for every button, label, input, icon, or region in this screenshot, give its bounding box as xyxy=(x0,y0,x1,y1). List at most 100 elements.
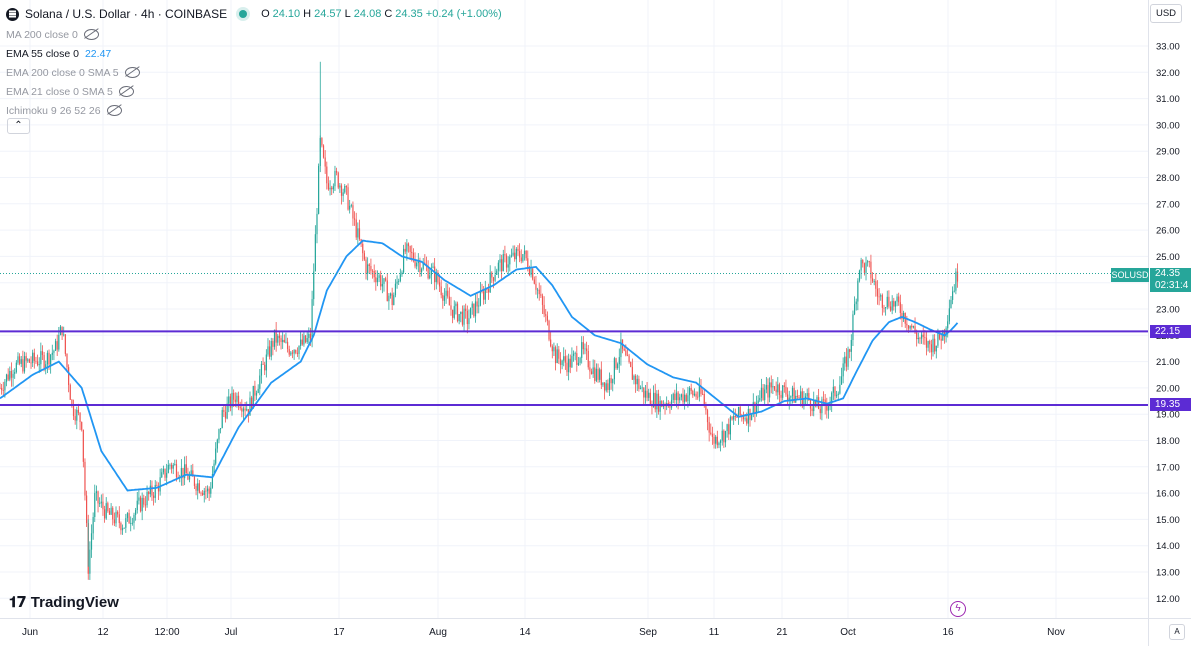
y-tick-label: 15.00 xyxy=(1156,515,1180,526)
candle xyxy=(657,389,660,415)
candle xyxy=(288,345,290,357)
time-axis[interactable]: Jun 12 12:00 Jul 17 Aug 14 Sep 11 21 Oct 16 Nov xyxy=(0,618,1191,639)
candle-body xyxy=(143,497,145,505)
candle xyxy=(296,347,298,357)
symbol-title[interactable]: Solana / U.S. Dollar · 4h · COINBASE xyxy=(25,7,228,21)
candle-body xyxy=(599,369,601,380)
candle xyxy=(953,284,955,293)
candle-body xyxy=(760,387,763,398)
candle-body xyxy=(146,491,148,506)
candle xyxy=(891,295,893,315)
eye-off-icon[interactable] xyxy=(118,86,134,97)
candle xyxy=(148,490,150,501)
candle xyxy=(380,270,382,291)
candle-body xyxy=(210,487,212,494)
eye-off-icon[interactable] xyxy=(124,67,140,78)
candle xyxy=(50,353,52,374)
candle xyxy=(850,334,852,361)
candle xyxy=(474,294,477,323)
auto-scale-button[interactable]: A xyxy=(1169,624,1185,640)
candle xyxy=(556,343,558,364)
currency-selector[interactable]: USD xyxy=(1150,4,1182,23)
candle xyxy=(726,423,728,438)
candle xyxy=(376,270,379,287)
candle-body xyxy=(773,386,776,390)
candle-body xyxy=(713,436,715,444)
candle-body xyxy=(608,378,611,390)
candle xyxy=(38,357,40,374)
candle-body xyxy=(723,430,725,443)
candle-body xyxy=(290,352,292,355)
candle xyxy=(530,259,532,278)
candle xyxy=(41,345,44,361)
candle-body xyxy=(558,349,560,359)
candle-body xyxy=(867,261,869,263)
candle-body xyxy=(876,288,879,297)
candle-body xyxy=(313,271,315,300)
candle-body xyxy=(25,356,27,361)
candle xyxy=(313,263,315,306)
indicator-ichimoku[interactable]: Ichimoku 9 26 52 26 xyxy=(6,101,140,120)
level-high-label[interactable]: 22.15 xyxy=(1150,324,1191,338)
candle-body xyxy=(396,281,398,284)
candle-body xyxy=(9,371,11,380)
candle xyxy=(432,262,434,269)
candle-body xyxy=(128,513,130,524)
candle-body xyxy=(206,488,209,492)
indicator-ema21[interactable]: EMA 21 close 0 SMA 5 xyxy=(6,82,140,101)
candle-body xyxy=(757,400,759,404)
candle xyxy=(630,361,632,368)
candle-body xyxy=(670,399,673,408)
candle xyxy=(40,342,42,373)
candle-body xyxy=(937,332,939,346)
tradingview-logo[interactable]: 𝟏7 TradingView xyxy=(9,593,119,611)
ema55-value: 22.47 xyxy=(84,47,112,60)
candle-body xyxy=(837,393,839,395)
indicator-ema200[interactable]: EMA 200 close 0 SMA 5 xyxy=(6,63,140,82)
candle xyxy=(672,392,674,404)
eye-off-icon[interactable] xyxy=(106,105,122,116)
candle xyxy=(169,463,171,470)
candle-body xyxy=(236,395,238,402)
candle xyxy=(708,416,710,442)
lightning-icon[interactable]: ϟ xyxy=(950,601,966,617)
candle-body xyxy=(115,511,117,524)
candle-body xyxy=(272,341,274,347)
indicator-ma200[interactable]: MA 200 close 0 xyxy=(6,25,140,44)
candle-body xyxy=(819,408,821,414)
market-status-dot-icon xyxy=(239,10,248,18)
candle-body xyxy=(221,410,223,429)
candle xyxy=(878,287,880,306)
candle xyxy=(206,485,209,499)
candle xyxy=(685,393,687,403)
candle xyxy=(800,385,802,407)
candle-body xyxy=(497,262,499,271)
candle-body xyxy=(200,492,202,494)
candle xyxy=(362,240,364,262)
candle xyxy=(84,458,86,501)
candle xyxy=(719,439,722,452)
candle xyxy=(507,256,509,275)
candle-body xyxy=(358,228,361,240)
y-tick-label: 23.00 xyxy=(1156,305,1180,316)
candle xyxy=(161,468,163,479)
price-axis[interactable]: 12.00 13.00 14.00 15.00 16.00 17.00 18.00 19.00… xyxy=(1148,0,1180,646)
horizontal-levels[interactable] xyxy=(0,272,1148,406)
y-tick-label: 33.00 xyxy=(1156,42,1180,53)
candle-body xyxy=(152,495,155,498)
candle xyxy=(321,137,323,148)
candle xyxy=(715,434,717,449)
eye-off-icon[interactable] xyxy=(83,29,99,40)
candle xyxy=(416,261,418,270)
indicator-ema55[interactable]: EMA 55 close 0 22.47 xyxy=(6,47,112,60)
candle-body xyxy=(368,264,370,267)
candle-body xyxy=(791,387,794,397)
candle xyxy=(226,396,228,420)
menu-icon[interactable] xyxy=(6,7,19,21)
collapse-legend-button[interactable]: ⌃ xyxy=(7,118,30,134)
candle xyxy=(447,283,449,299)
candle xyxy=(608,372,611,397)
candle xyxy=(876,280,879,305)
level-low-label[interactable]: 19.35 xyxy=(1150,398,1191,412)
